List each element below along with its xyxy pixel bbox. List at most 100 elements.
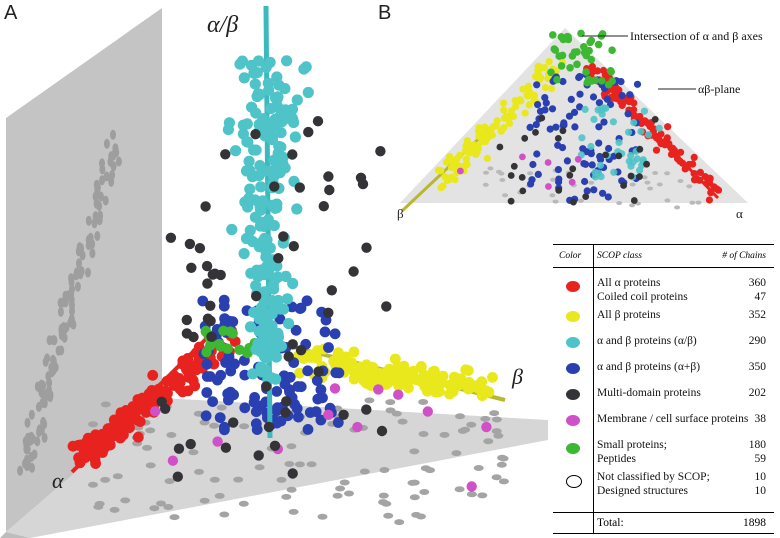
beta-protein-point bbox=[430, 386, 442, 398]
ab-plus-protein-point bbox=[248, 396, 260, 408]
ab-slash-protein-point bbox=[248, 306, 260, 318]
floor-shadow-point bbox=[385, 407, 396, 414]
b-ab-plus-protein-point bbox=[534, 101, 542, 109]
wall-shadow-point bbox=[57, 297, 64, 308]
b-ab-plus-protein-point bbox=[526, 123, 534, 131]
b-ab-plus-protein-point bbox=[624, 110, 632, 118]
ab-slash-protein-point bbox=[269, 202, 281, 214]
ab-slash-protein-point bbox=[242, 201, 254, 213]
ab-plus-protein-point bbox=[271, 386, 283, 397]
b-ab-plus-protein-point bbox=[570, 108, 579, 116]
b-beta-protein-point bbox=[507, 112, 515, 120]
beta-protein-point bbox=[364, 366, 376, 378]
ab-slash-protein-point bbox=[260, 61, 272, 73]
legend-chain-count: 38 bbox=[754, 413, 767, 425]
floor-shadow-point bbox=[216, 404, 227, 411]
b-shadow-point bbox=[550, 177, 556, 182]
floor-shadow-point bbox=[109, 506, 120, 513]
b-multi-domain-protein-point bbox=[521, 134, 529, 142]
multi-domain-protein-point bbox=[202, 313, 214, 324]
wall-shadow-point bbox=[60, 322, 67, 332]
beta-protein-point bbox=[340, 352, 351, 364]
multi-domain-protein-point bbox=[303, 126, 314, 138]
floor-shadow-point bbox=[166, 432, 177, 438]
b-beta-protein-point bbox=[534, 74, 542, 82]
multi-domain-protein-point bbox=[201, 260, 213, 272]
multi-domain-protein-point bbox=[184, 238, 196, 250]
alpha-protein-point bbox=[90, 458, 101, 469]
b-multi-domain-protein-point bbox=[532, 129, 539, 136]
floor-shadow-point bbox=[364, 397, 375, 404]
wall-shadow-point bbox=[38, 425, 45, 436]
legend-swatch bbox=[566, 475, 582, 488]
ab-slash-protein-point bbox=[260, 246, 272, 258]
multi-domain-protein-point bbox=[220, 442, 232, 453]
beta-protein-point bbox=[449, 371, 460, 383]
b-beta-protein-point bbox=[497, 127, 505, 135]
alpha-protein-point bbox=[174, 383, 186, 395]
ab-slash-protein-point bbox=[256, 166, 268, 178]
ab-plus-protein-point bbox=[223, 394, 234, 406]
b-axis-label-beta: β bbox=[397, 206, 404, 221]
b-multi-domain-protein-point bbox=[538, 114, 546, 122]
b-ab-plus-protein-point bbox=[579, 145, 587, 153]
legend-class-label: Small proteins; bbox=[597, 439, 667, 451]
floor-shadow-point bbox=[409, 448, 420, 455]
multi-domain-protein-point bbox=[281, 396, 292, 407]
floor-shadow-point bbox=[439, 431, 450, 438]
ab-slash-protein-point bbox=[268, 154, 280, 166]
legend-chain-count: 47 bbox=[754, 291, 767, 303]
alpha-protein-point bbox=[103, 426, 114, 438]
floor-shadow-point bbox=[276, 476, 287, 483]
b-alpha-protein-point bbox=[714, 186, 723, 194]
b-ab-slash-protein-point bbox=[629, 158, 637, 166]
ab-plus-protein-point bbox=[220, 357, 232, 368]
ab-slash-protein-point bbox=[269, 273, 281, 286]
ab-plus-protein-point bbox=[197, 295, 209, 307]
multi-domain-protein-point bbox=[269, 181, 280, 192]
b-small-protein-point bbox=[586, 38, 594, 47]
b-small-protein-point bbox=[594, 40, 603, 49]
b-beta-protein-point bbox=[545, 58, 553, 66]
b-ab-plus-protein-point bbox=[583, 187, 591, 195]
b-ab-slash-protein-point bbox=[599, 104, 607, 112]
floor-shadow-point bbox=[498, 478, 509, 485]
ab-plus-protein-point bbox=[286, 301, 298, 313]
wall-shadow-point bbox=[57, 306, 64, 317]
b-shadow-point bbox=[641, 175, 648, 180]
floor-shadow-point bbox=[466, 491, 477, 498]
b-ab-plus-protein-point bbox=[576, 90, 584, 98]
alpha-protein-point bbox=[118, 423, 130, 434]
b-alpha-protein-point bbox=[678, 159, 687, 167]
membrane-protein-point bbox=[167, 455, 179, 466]
floor-shadow-point bbox=[477, 492, 488, 499]
b-small-protein-point bbox=[608, 46, 616, 54]
ab-slash-protein-point bbox=[248, 144, 260, 156]
floor-shadow-point bbox=[407, 479, 418, 486]
b-multi-domain-protein-point bbox=[507, 197, 515, 205]
ab-slash-protein-point bbox=[262, 214, 274, 226]
multi-domain-protein-point bbox=[376, 425, 388, 437]
floor-shadow-point bbox=[209, 422, 220, 429]
b-ab-plus-protein-point bbox=[532, 121, 540, 129]
b-multi-domain-protein-point bbox=[636, 145, 644, 153]
legend-chain-count: 360 bbox=[748, 277, 766, 289]
floor-shadow-point bbox=[194, 468, 204, 475]
membrane-protein-point bbox=[352, 421, 363, 433]
floor-shadow-point bbox=[385, 399, 396, 406]
b-beta-protein-point bbox=[463, 137, 471, 145]
wall-shadow-point bbox=[96, 201, 103, 211]
floor-shadow-point bbox=[288, 508, 299, 515]
b-ab-plus-protein-point bbox=[567, 95, 575, 103]
wall-shadow-point bbox=[69, 300, 75, 311]
b-membrane-protein-point bbox=[457, 167, 464, 175]
b-multi-domain-protein-point bbox=[651, 116, 659, 123]
ab-slash-protein-point bbox=[246, 101, 258, 113]
floor-shadow-point bbox=[378, 499, 389, 506]
floor-shadow-point bbox=[483, 438, 494, 445]
floor-shadow-point bbox=[286, 486, 297, 493]
b-membrane-protein-point bbox=[545, 183, 552, 190]
floor-shadow-point bbox=[454, 486, 465, 493]
ab-plus-protein-point bbox=[302, 424, 314, 435]
b-shadow-point bbox=[482, 182, 489, 187]
